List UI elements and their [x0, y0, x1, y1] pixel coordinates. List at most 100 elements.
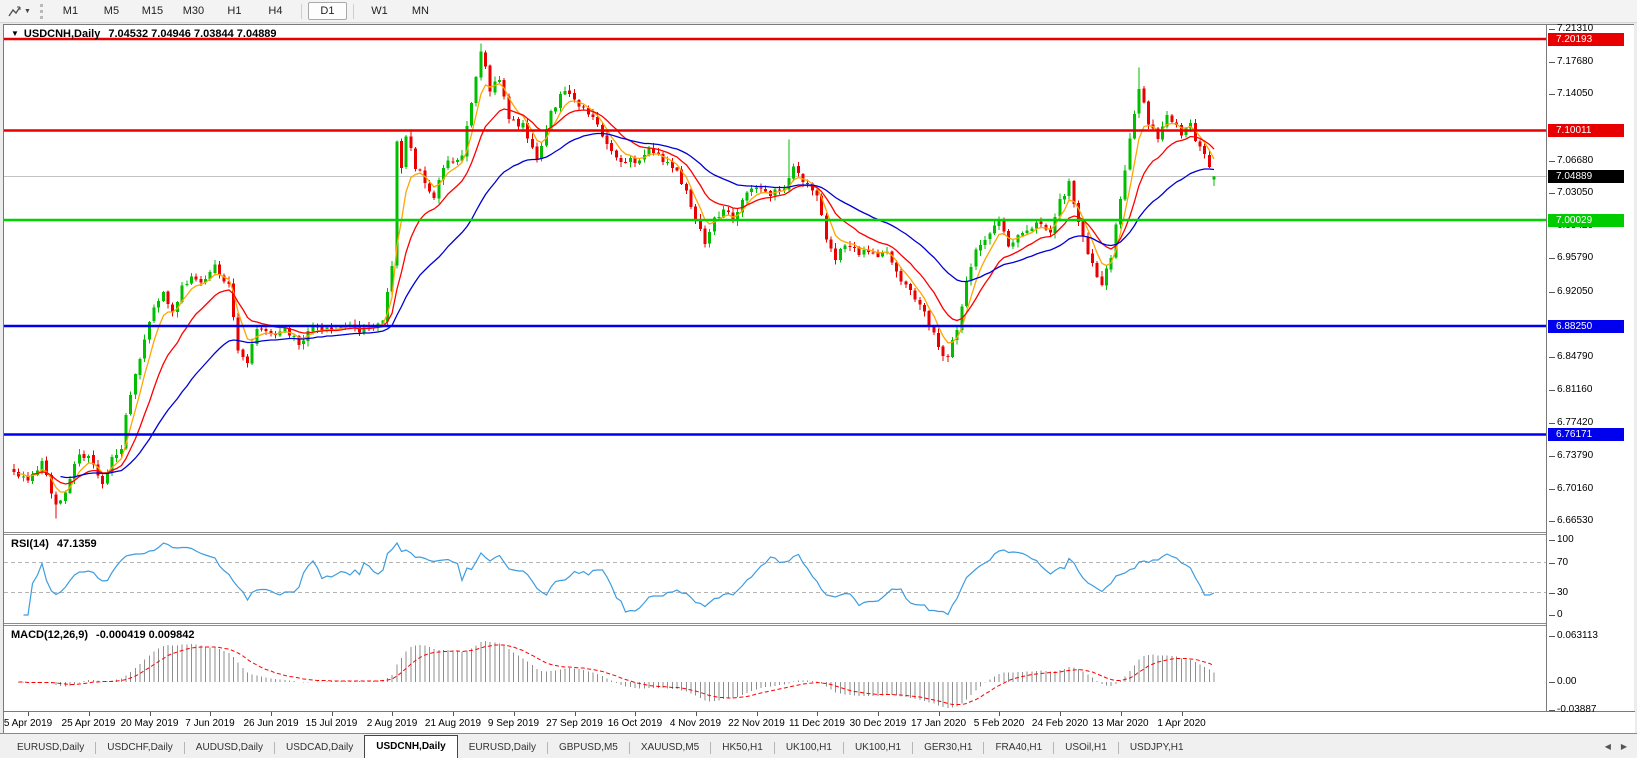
- date-tick: [392, 712, 393, 716]
- date-label: 5 Feb 2020: [973, 718, 1025, 729]
- rsi-tick-label: 70: [1548, 556, 1569, 568]
- macd-values: -0.000419 0.009842: [96, 629, 195, 641]
- price-tick-label: 6.66530: [1548, 515, 1594, 526]
- timeframe-button-m1[interactable]: M1: [62, 5, 79, 17]
- tab-scroll-right-icon[interactable]: ▶: [1620, 741, 1627, 751]
- date-label: 15 Jul 2019: [305, 718, 358, 729]
- date-tick: [28, 712, 29, 716]
- date-tick: [1181, 712, 1183, 716]
- price-tick-label: 7.21310: [1548, 23, 1594, 34]
- chart-tab-uk100-h1[interactable]: UK100,H1: [785, 742, 832, 753]
- chart-tab-usoil-h1[interactable]: USOil,H1: [1065, 742, 1107, 753]
- chart-tab-fra40-h1[interactable]: FRA40,H1: [995, 742, 1043, 753]
- date-tick: [756, 712, 758, 716]
- chart-tools-icon[interactable]: ▼: [4, 4, 34, 19]
- date-label: 4 Nov 2019: [669, 718, 722, 729]
- panel-splitter[interactable]: [4, 623, 1546, 626]
- date-tick: [331, 712, 333, 716]
- panel-splitter[interactable]: [4, 532, 1546, 535]
- price-marker-badge: 7.20193: [1548, 32, 1624, 46]
- chart-tab-usdchf-daily[interactable]: USDCHF,Daily: [107, 742, 173, 753]
- tab-separator: [546, 742, 548, 754]
- timeframe-button-m15[interactable]: M15: [141, 5, 164, 17]
- chart-tab-audusd-daily[interactable]: AUDUSD,Daily: [195, 742, 264, 753]
- date-label: 24 Feb 2020: [1031, 718, 1089, 729]
- date-label: 25 Apr 2019: [61, 718, 116, 729]
- macd-panel: MACD(12,26,9) -0.000419 0.009842: [4, 626, 1546, 711]
- price-tick-label: 7.14050: [1548, 88, 1594, 99]
- price-tick-label: 6.77420: [1548, 417, 1594, 428]
- chart-tab-eurusd-daily[interactable]: EURUSD,Daily: [468, 742, 536, 753]
- chart-tab-usdcad-daily[interactable]: USDCAD,Daily: [286, 742, 354, 753]
- timeframe-toolbar: ▼ M1 M5 M15 M30 H1 H4 D1 W1 MN: [0, 0, 1637, 23]
- macd-label: MACD(12,26,9): [11, 629, 89, 641]
- macd-title: MACD(12,26,9) -0.000419 0.009842: [11, 629, 195, 641]
- toolbar-grip-handle[interactable]: [39, 3, 43, 19]
- date-label: 9 Sep 2019: [487, 718, 540, 729]
- chart-tab-hk50-h1[interactable]: HK50,H1: [722, 742, 763, 753]
- price-axis-column[interactable]: 7.213107.176807.140507.066807.030506.994…: [1546, 23, 1634, 715]
- date-tick: [635, 712, 636, 716]
- date-tick: [271, 712, 272, 716]
- toolbar-separator: [352, 3, 354, 19]
- date-tick: [1120, 712, 1122, 716]
- date-label: 20 May 2019: [120, 718, 179, 729]
- macd-tick-label: 0.00: [1548, 676, 1577, 687]
- price-tick-label: 6.70160: [1548, 482, 1594, 494]
- date-label: 17 Jan 2020: [910, 718, 967, 729]
- date-label: 5 Apr 2019: [3, 718, 53, 729]
- timeframe-button-h1[interactable]: H1: [227, 5, 242, 17]
- chart-tab-ger30-h1[interactable]: GER30,H1: [924, 742, 973, 753]
- rsi-chart-canvas[interactable]: [4, 535, 1546, 623]
- chart-window: ▼ USDCNH,Daily 7.04532 7.04946 7.03844 7.0…: [3, 23, 1635, 733]
- date-tick: [453, 712, 454, 716]
- tab-separator: [628, 742, 630, 754]
- date-tick: [210, 712, 211, 716]
- date-axis[interactable]: 5 Apr 2019 25 Apr 2019 20 May 2019 7 Jun 20…: [4, 711, 1635, 733]
- chart-tab-gbpusd-m5[interactable]: GBPUSD,M5: [558, 742, 618, 753]
- rsi-tick-label: 0: [1549, 609, 1563, 620]
- macd-chart-canvas[interactable]: [4, 626, 1546, 711]
- price-tick-label: 7.06680: [1548, 154, 1594, 166]
- price-chart-canvas[interactable]: [4, 25, 1546, 532]
- tab-separator: [183, 742, 185, 754]
- price-tick-label: 6.84790: [1548, 351, 1594, 362]
- price-marker-badge: 7.00029: [1548, 213, 1624, 227]
- rsi-panel: RSI(14) 47.1359: [4, 535, 1546, 623]
- tab-separator: [912, 742, 914, 754]
- price-tick-label: 6.81160: [1548, 383, 1593, 395]
- date-tick: [149, 712, 151, 716]
- timeframe-button-mn[interactable]: MN: [411, 5, 429, 17]
- chevron-down-icon: ▼: [24, 7, 31, 15]
- chart-symbol-label: USDCNH,Daily: [23, 28, 101, 40]
- tab-separator: [773, 742, 775, 754]
- tab-scroll-arrows: ◀ ▶: [1605, 742, 1637, 751]
- chart-tab-eurusd-daily[interactable]: EURUSD,Daily: [17, 742, 85, 753]
- timeframe-buttons: M1 M5 M15 M30 H1 H4 D1 W1 MN: [50, 2, 441, 20]
- timeframe-button-d1[interactable]: D1: [307, 2, 347, 20]
- macd-tick-label: -0.03887: [1548, 704, 1597, 715]
- price-marker-badge: 6.76171: [1548, 428, 1624, 441]
- date-tick: [878, 712, 879, 716]
- zigzag-cursor-icon: [8, 6, 21, 16]
- chart-tab-usdjpy-h1[interactable]: USDJPY,H1: [1129, 742, 1184, 753]
- date-label: 11 Dec 2019: [789, 718, 845, 729]
- chart-tab-bar: EURUSD,Daily USDCHF,Daily AUDUSD,Daily USDC…: [0, 733, 1637, 758]
- date-tick: [513, 712, 515, 716]
- date-tick: [817, 712, 818, 716]
- timeframe-button-w1[interactable]: W1: [371, 5, 388, 17]
- timeframe-button-h4[interactable]: H4: [268, 5, 283, 17]
- date-label: 22 Nov 2019: [728, 718, 785, 729]
- chart-tab-usdcnh-daily[interactable]: USDCNH,Daily: [364, 735, 458, 758]
- timeframe-button-m30[interactable]: M30: [182, 5, 205, 17]
- chart-tab-uk100-h1[interactable]: UK100,H1: [854, 742, 902, 753]
- chart-tab-xauusd-m5[interactable]: XAUUSD,M5: [640, 742, 700, 753]
- tab-scroll-left-icon[interactable]: ◀: [1604, 741, 1611, 751]
- rsi-tick-label: 30: [1548, 586, 1569, 598]
- date-label: 13 Mar 2020: [1092, 718, 1149, 729]
- price-tick-label: 7.03050: [1548, 187, 1594, 198]
- collapse-triangle-icon[interactable]: ▼: [11, 29, 19, 38]
- timeframe-button-m5[interactable]: M5: [103, 5, 120, 17]
- tab-separator: [1117, 742, 1119, 754]
